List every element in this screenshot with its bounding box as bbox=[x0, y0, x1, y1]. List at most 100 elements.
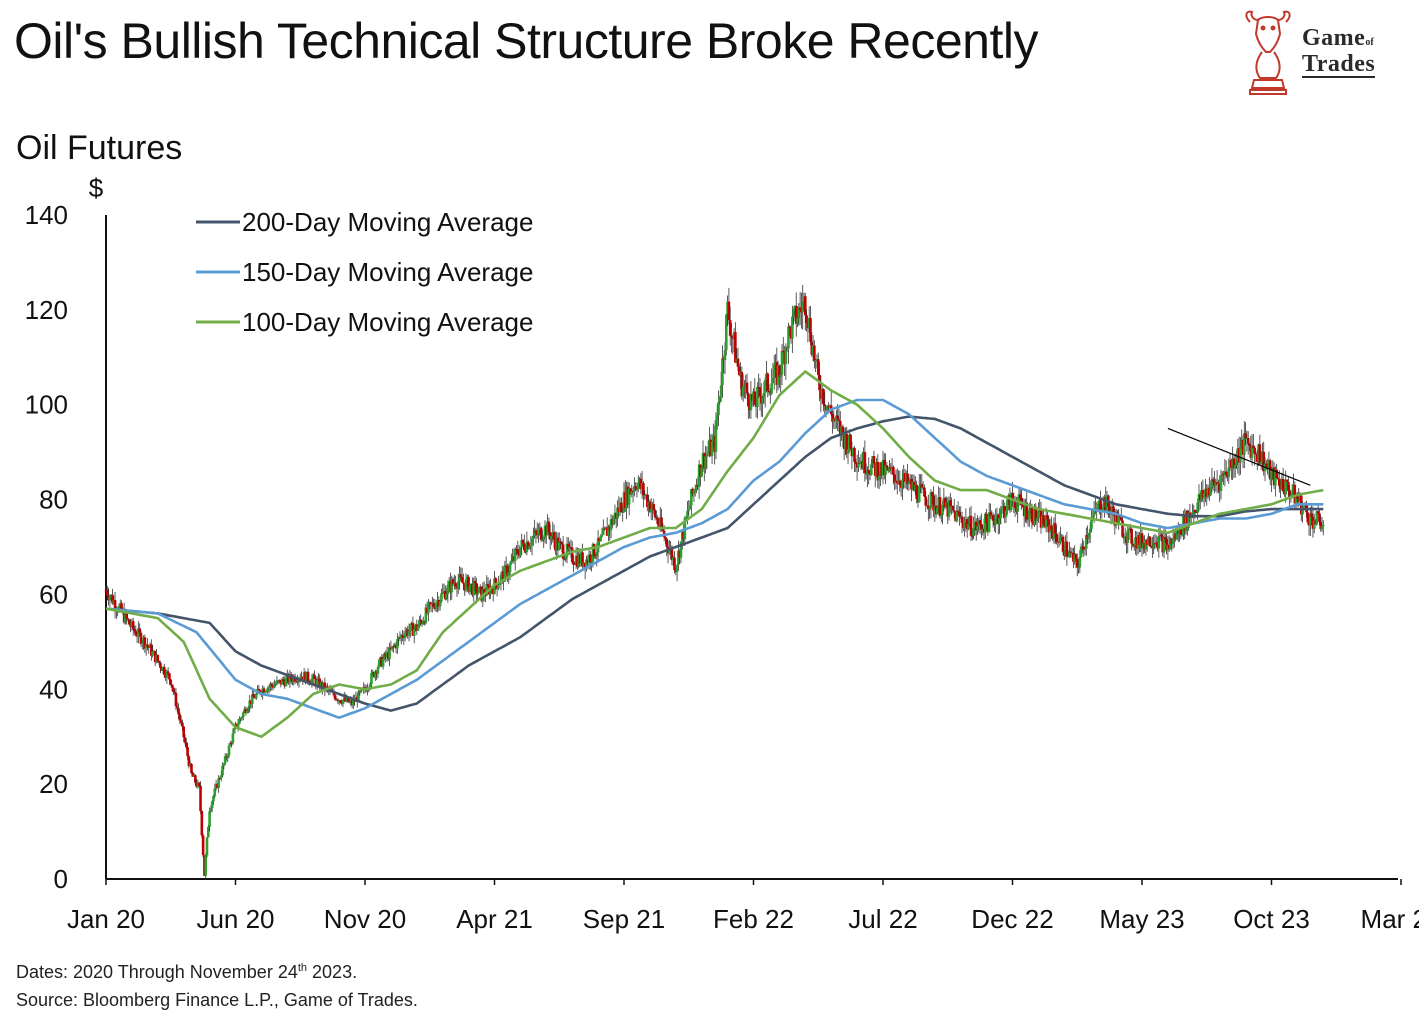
candle-body bbox=[849, 434, 852, 449]
candle-body bbox=[128, 619, 131, 625]
candle-body bbox=[1096, 504, 1100, 512]
candle-body bbox=[1235, 461, 1238, 465]
candle-body bbox=[999, 508, 1003, 519]
candle-body bbox=[169, 679, 173, 685]
candle-body bbox=[222, 763, 226, 766]
candle-body bbox=[792, 309, 795, 317]
candle-body bbox=[717, 402, 720, 416]
candle-body bbox=[172, 687, 175, 692]
candle-body bbox=[705, 454, 709, 457]
x-tick-label: Dec 22 bbox=[971, 904, 1053, 934]
candle-body bbox=[194, 775, 197, 783]
candle-body bbox=[599, 536, 602, 541]
candle-body bbox=[826, 405, 829, 411]
candle-body bbox=[630, 490, 634, 495]
candle-body bbox=[528, 546, 531, 549]
candle-body bbox=[542, 537, 546, 540]
candle-body bbox=[210, 801, 214, 809]
candle-body bbox=[585, 559, 588, 570]
footnote-dates: Dates: 2020 Through November 24th 2023. bbox=[16, 962, 357, 984]
candle-body bbox=[1301, 506, 1304, 515]
candle-body bbox=[174, 692, 178, 707]
candle-body bbox=[282, 679, 285, 682]
candle-body bbox=[1037, 510, 1040, 519]
candle-body bbox=[749, 394, 753, 411]
candle-body bbox=[451, 579, 455, 584]
candle-body bbox=[156, 654, 160, 661]
candle-body bbox=[1162, 537, 1166, 553]
candle-body bbox=[664, 537, 667, 539]
candle-body bbox=[1074, 554, 1078, 559]
candle-body bbox=[1131, 543, 1135, 546]
candle-body bbox=[668, 550, 671, 554]
candle-body bbox=[200, 810, 204, 836]
candle-body bbox=[939, 514, 943, 517]
candle-body bbox=[1059, 537, 1062, 543]
candle-body bbox=[867, 469, 871, 474]
candle-body bbox=[472, 580, 476, 596]
candle-body bbox=[846, 449, 850, 454]
candle-body bbox=[1009, 493, 1013, 510]
candle-body bbox=[346, 697, 350, 703]
candle-body bbox=[718, 395, 722, 403]
chart-legend: 200-Day Moving Average 150-Day Moving Ave… bbox=[196, 207, 533, 337]
candle-body bbox=[779, 374, 782, 377]
candle-body bbox=[877, 476, 881, 481]
candle-body bbox=[1112, 506, 1115, 515]
candle-body bbox=[170, 684, 174, 688]
x-tick-label: Mar 24 bbox=[1361, 904, 1419, 934]
candle-body bbox=[1034, 506, 1038, 521]
footnote-dates-sup: th bbox=[297, 962, 308, 974]
logo-word-of: of bbox=[1365, 37, 1374, 48]
candle-body bbox=[1006, 499, 1009, 511]
candle-body bbox=[677, 550, 680, 566]
candle-body bbox=[460, 576, 464, 583]
candle-body bbox=[656, 518, 659, 524]
candle-body bbox=[168, 673, 171, 680]
candle-body bbox=[929, 492, 933, 508]
candle-body bbox=[907, 481, 911, 484]
candle-body bbox=[762, 393, 766, 398]
y-tick-label: 60 bbox=[39, 579, 68, 609]
candle-body bbox=[741, 386, 745, 397]
candle-body bbox=[845, 433, 849, 454]
candle-body bbox=[475, 583, 478, 595]
candle-body bbox=[1148, 536, 1152, 547]
candle-body bbox=[967, 524, 970, 530]
candle-body bbox=[794, 305, 798, 324]
candle-body bbox=[1175, 529, 1179, 540]
candle-body bbox=[419, 620, 422, 622]
y-tick-label: 80 bbox=[39, 485, 68, 515]
candle-body bbox=[805, 315, 808, 324]
candle-body bbox=[229, 742, 232, 746]
candle-body bbox=[753, 391, 757, 405]
y-axis-label: $ bbox=[89, 173, 104, 203]
candle-body bbox=[589, 554, 592, 563]
candle-body bbox=[1310, 513, 1313, 517]
candle-body bbox=[550, 535, 553, 540]
candle-body bbox=[348, 701, 351, 703]
candle-body bbox=[516, 549, 520, 555]
candle-body bbox=[1285, 479, 1289, 482]
candle-body bbox=[572, 562, 575, 564]
candle-body bbox=[450, 579, 454, 593]
candle-body bbox=[932, 496, 935, 511]
candle-body bbox=[238, 719, 241, 724]
candle-body bbox=[737, 366, 741, 376]
candle-body bbox=[1319, 521, 1323, 530]
footnote-dates-text: Dates: 2020 Through November 24 bbox=[16, 962, 298, 982]
candle-body bbox=[930, 492, 934, 497]
candle-body bbox=[520, 539, 523, 548]
candle-body bbox=[432, 603, 435, 607]
candle-body bbox=[388, 647, 391, 660]
candle-body bbox=[446, 584, 450, 595]
candle-body bbox=[780, 350, 784, 375]
candle-body bbox=[816, 359, 820, 375]
candle-body bbox=[247, 707, 250, 711]
candle-body bbox=[695, 484, 698, 491]
candle-body bbox=[1246, 437, 1250, 444]
candle-body bbox=[209, 808, 213, 812]
candle-body bbox=[412, 628, 416, 636]
candle-body bbox=[665, 538, 669, 547]
